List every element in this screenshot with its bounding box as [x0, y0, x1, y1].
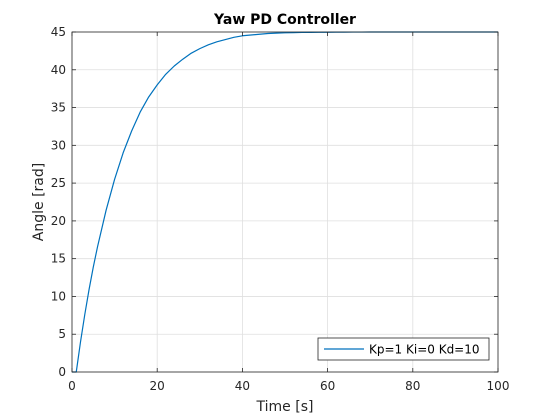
legend-entry-label: Kp=1 Ki=0 Kd=10	[369, 343, 480, 357]
y-tick-label: 0	[58, 365, 66, 379]
plot-area	[72, 32, 498, 372]
x-tick-label: 20	[150, 379, 165, 393]
x-tick-label: 80	[405, 379, 420, 393]
y-axis-label: Angle [rad]	[31, 163, 47, 241]
y-tick-label: 20	[51, 214, 66, 228]
y-tick-label: 30	[51, 138, 66, 152]
y-tick-label: 40	[51, 63, 66, 77]
y-tick-label: 5	[58, 327, 66, 341]
axes-box	[71, 31, 499, 373]
x-tick-label: 100	[487, 379, 510, 393]
x-axis-label: Time [s]	[256, 399, 314, 415]
y-tick-label: 35	[51, 101, 66, 115]
y-tick-label: 10	[51, 289, 66, 303]
x-tick-label: 60	[320, 379, 335, 393]
x-tick-label: 0	[68, 379, 76, 393]
y-tick-label: 15	[51, 252, 66, 266]
y-tick-label: 25	[51, 176, 66, 190]
legend-box	[317, 337, 490, 361]
legend: Kp=1 Ki=0 Kd=10	[317, 337, 490, 361]
chart-title: Yaw PD Controller	[213, 12, 356, 28]
axis-ticks: 0 20 40 60 80 100 0 5 10 15 20 25 30 35 40 45	[51, 25, 510, 393]
y-tick-label: 45	[51, 25, 66, 39]
x-tick-label: 40	[235, 379, 250, 393]
